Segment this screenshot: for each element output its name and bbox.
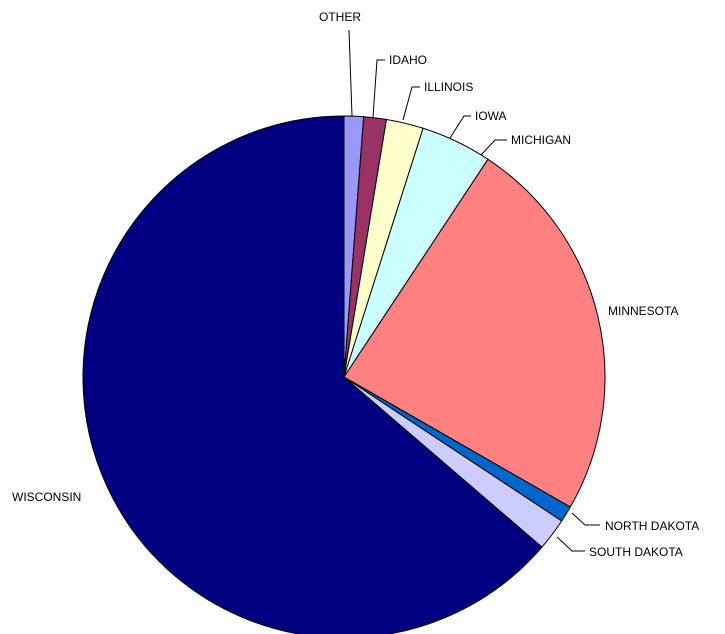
slice-label-wisconsin: WISCONSIN (12, 490, 81, 504)
pie-labels: OTHER IDAHO ILLINOIS IOWA MICHIGAN MINNESOTA N… (12, 10, 699, 559)
leader-line-north-dakota (571, 512, 600, 526)
slice-label-illinois: ILLINOIS (424, 80, 473, 94)
slice-label-iowa: IOWA (475, 109, 507, 123)
slice-label-other: OTHER (319, 10, 361, 24)
slice-label-idaho: IDAHO (389, 53, 427, 67)
leader-line-illinois (402, 86, 420, 121)
leader-line-south-dakota (556, 536, 585, 552)
leader-line-iowa (449, 115, 471, 139)
leader-line-other (348, 29, 353, 117)
leader-line-idaho (372, 59, 385, 118)
slice-label-south-dakota: SOUTH DAKOTA (589, 545, 683, 559)
slice-wisconsin (82, 115, 543, 634)
leader-line-michigan (480, 139, 507, 156)
slice-minnesota (343, 158, 606, 508)
slice-label-north-dakota: NORTH DAKOTA (605, 519, 699, 533)
pie-slices (82, 115, 606, 634)
slice-label-michigan: MICHIGAN (511, 133, 571, 147)
slice-label-minnesota: MINNESOTA (608, 304, 678, 318)
